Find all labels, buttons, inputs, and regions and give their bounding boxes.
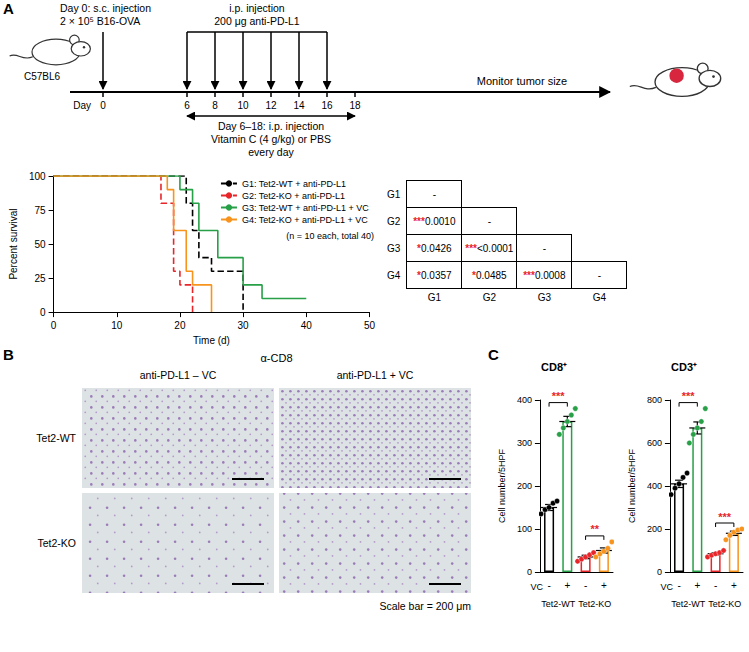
svg-text:400: 400 — [517, 395, 532, 405]
svg-text:+: + — [564, 580, 570, 591]
html-text:*** 0.0008: *** 0.0008 — [523, 269, 566, 281]
svg-text:Day: Day — [73, 100, 91, 111]
svg-text:75: 75 — [34, 205, 46, 216]
svg-text:16: 16 — [321, 100, 333, 111]
svg-text:-: - — [584, 580, 587, 591]
svg-text:50: 50 — [364, 320, 376, 331]
html-text:* 0.0426: * 0.0426 — [417, 242, 452, 254]
svg-text:200: 200 — [517, 481, 532, 491]
svg-text:G4: Tet2-KO + anti-PD-L1 + VC: G4: Tet2-KO + anti-PD-L1 + VC — [242, 215, 368, 225]
svg-text:Tet2-WT: Tet2-WT — [36, 432, 76, 444]
svg-text:Cell number/5HPF: Cell number/5HPF — [497, 448, 507, 523]
svg-text:10: 10 — [237, 100, 249, 111]
svg-text:VC: VC — [531, 582, 544, 592]
svg-text:VC: VC — [661, 582, 674, 592]
svg-text:+: + — [601, 580, 607, 591]
svg-text:anti-PD-L1 + VC: anti-PD-L1 + VC — [337, 369, 414, 381]
svg-text:anti-PD-L1 – VC: anti-PD-L1 – VC — [140, 369, 217, 381]
svg-text:-: - — [714, 580, 717, 591]
svg-text:**: ** — [590, 523, 599, 535]
svg-text:Tet2-KO: Tet2-KO — [37, 537, 76, 549]
html-text:G4: G4 — [387, 269, 401, 281]
html-text:C: C — [488, 346, 499, 363]
svg-text:Day 6–18: i.p. injection: Day 6–18: i.p. injection — [218, 120, 324, 132]
svg-text:-: - — [547, 580, 550, 591]
svg-text:C57BL6: C57BL6 — [24, 71, 61, 82]
svg-text:Tet2-WT: Tet2-WT — [541, 599, 576, 609]
svg-text:100: 100 — [517, 524, 532, 534]
svg-text:every day: every day — [248, 146, 294, 158]
svg-text:50: 50 — [34, 239, 46, 250]
svg-text:400: 400 — [647, 481, 662, 491]
svg-text:200: 200 — [647, 524, 662, 534]
html-text:* 0.0357: * 0.0357 — [417, 269, 452, 281]
html-text:G1: G1 — [427, 292, 441, 303]
svg-text:20: 20 — [174, 320, 186, 331]
svg-text:+: + — [694, 580, 700, 591]
html-text:*** 0.0010: *** 0.0010 — [413, 215, 456, 227]
svg-text:***: *** — [552, 390, 566, 402]
html-text:G1: G1 — [387, 188, 401, 200]
svg-text:Monitor tumor size: Monitor tumor size — [477, 75, 567, 87]
svg-text:600: 600 — [647, 438, 662, 448]
svg-text:Tet2-WT: Tet2-WT — [671, 599, 706, 609]
svg-text:0: 0 — [51, 320, 57, 331]
html-text:G2: G2 — [482, 292, 496, 303]
svg-text:Time (d): Time (d) — [193, 335, 230, 346]
svg-text:2 × 10⁵ B16-OVA: 2 × 10⁵ B16-OVA — [60, 15, 140, 27]
svg-text:0: 0 — [527, 567, 532, 577]
svg-text:-: - — [677, 580, 680, 591]
svg-text:200 μg anti-PD-L1: 200 μg anti-PD-L1 — [214, 15, 300, 27]
svg-text:(n = 10 each, total 40): (n = 10 each, total 40) — [286, 231, 374, 241]
svg-text:12: 12 — [265, 100, 277, 111]
html-text:B: B — [3, 346, 14, 363]
html-text:G2: G2 — [387, 215, 401, 227]
svg-text:α-CD8: α-CD8 — [260, 352, 292, 364]
svg-text:30: 30 — [238, 320, 250, 331]
svg-text:i.p. injection: i.p. injection — [229, 2, 285, 14]
svg-text:Cell number/5HPF: Cell number/5HPF — [627, 448, 637, 523]
svg-text:***: *** — [682, 390, 696, 402]
svg-text:300: 300 — [517, 438, 532, 448]
svg-text:Percent survival: Percent survival — [8, 208, 19, 279]
svg-text:Tet2-KO: Tet2-KO — [708, 599, 741, 609]
svg-text:0: 0 — [657, 567, 662, 577]
svg-text:100: 100 — [29, 171, 46, 182]
svg-text:+: + — [731, 580, 737, 591]
svg-text:Tet2-KO: Tet2-KO — [578, 599, 611, 609]
svg-text:CD8⁺: CD8⁺ — [541, 361, 567, 373]
html-text:*** <0.0001: *** <0.0001 — [465, 242, 514, 254]
svg-text:***: *** — [718, 511, 732, 523]
svg-text:10: 10 — [111, 320, 123, 331]
svg-text:8: 8 — [212, 100, 218, 111]
svg-text:18: 18 — [349, 100, 361, 111]
html-text:* 0.0485: * 0.0485 — [472, 269, 507, 281]
svg-text:40: 40 — [301, 320, 313, 331]
svg-text:Day 0: s.c. injection: Day 0: s.c. injection — [60, 2, 151, 14]
svg-text:G3: Tet2-WT + anti-PD-L1 + VC: G3: Tet2-WT + anti-PD-L1 + VC — [242, 203, 369, 213]
html-text:G3: G3 — [537, 292, 551, 303]
svg-text:25: 25 — [34, 273, 46, 284]
svg-text:Vitamin C (4 g/kg) or PBS: Vitamin C (4 g/kg) or PBS — [211, 133, 331, 145]
svg-text:G1: Tet2-WT + anti-PD-L1: G1: Tet2-WT + anti-PD-L1 — [242, 179, 346, 189]
svg-text:14: 14 — [293, 100, 305, 111]
svg-text:G2: Tet2-KO + anti-PD-L1: G2: Tet2-KO + anti-PD-L1 — [242, 191, 345, 201]
html-text:A: A — [3, 0, 14, 17]
svg-text:6: 6 — [184, 100, 190, 111]
svg-text:0: 0 — [40, 307, 46, 318]
svg-text:800: 800 — [647, 395, 662, 405]
html-text:G4: G4 — [592, 292, 606, 303]
html-text:G3: G3 — [387, 242, 401, 254]
svg-text:Scale bar = 200 μm: Scale bar = 200 μm — [379, 600, 471, 612]
svg-text:CD3⁺: CD3⁺ — [671, 361, 697, 373]
svg-text:0: 0 — [100, 100, 106, 111]
